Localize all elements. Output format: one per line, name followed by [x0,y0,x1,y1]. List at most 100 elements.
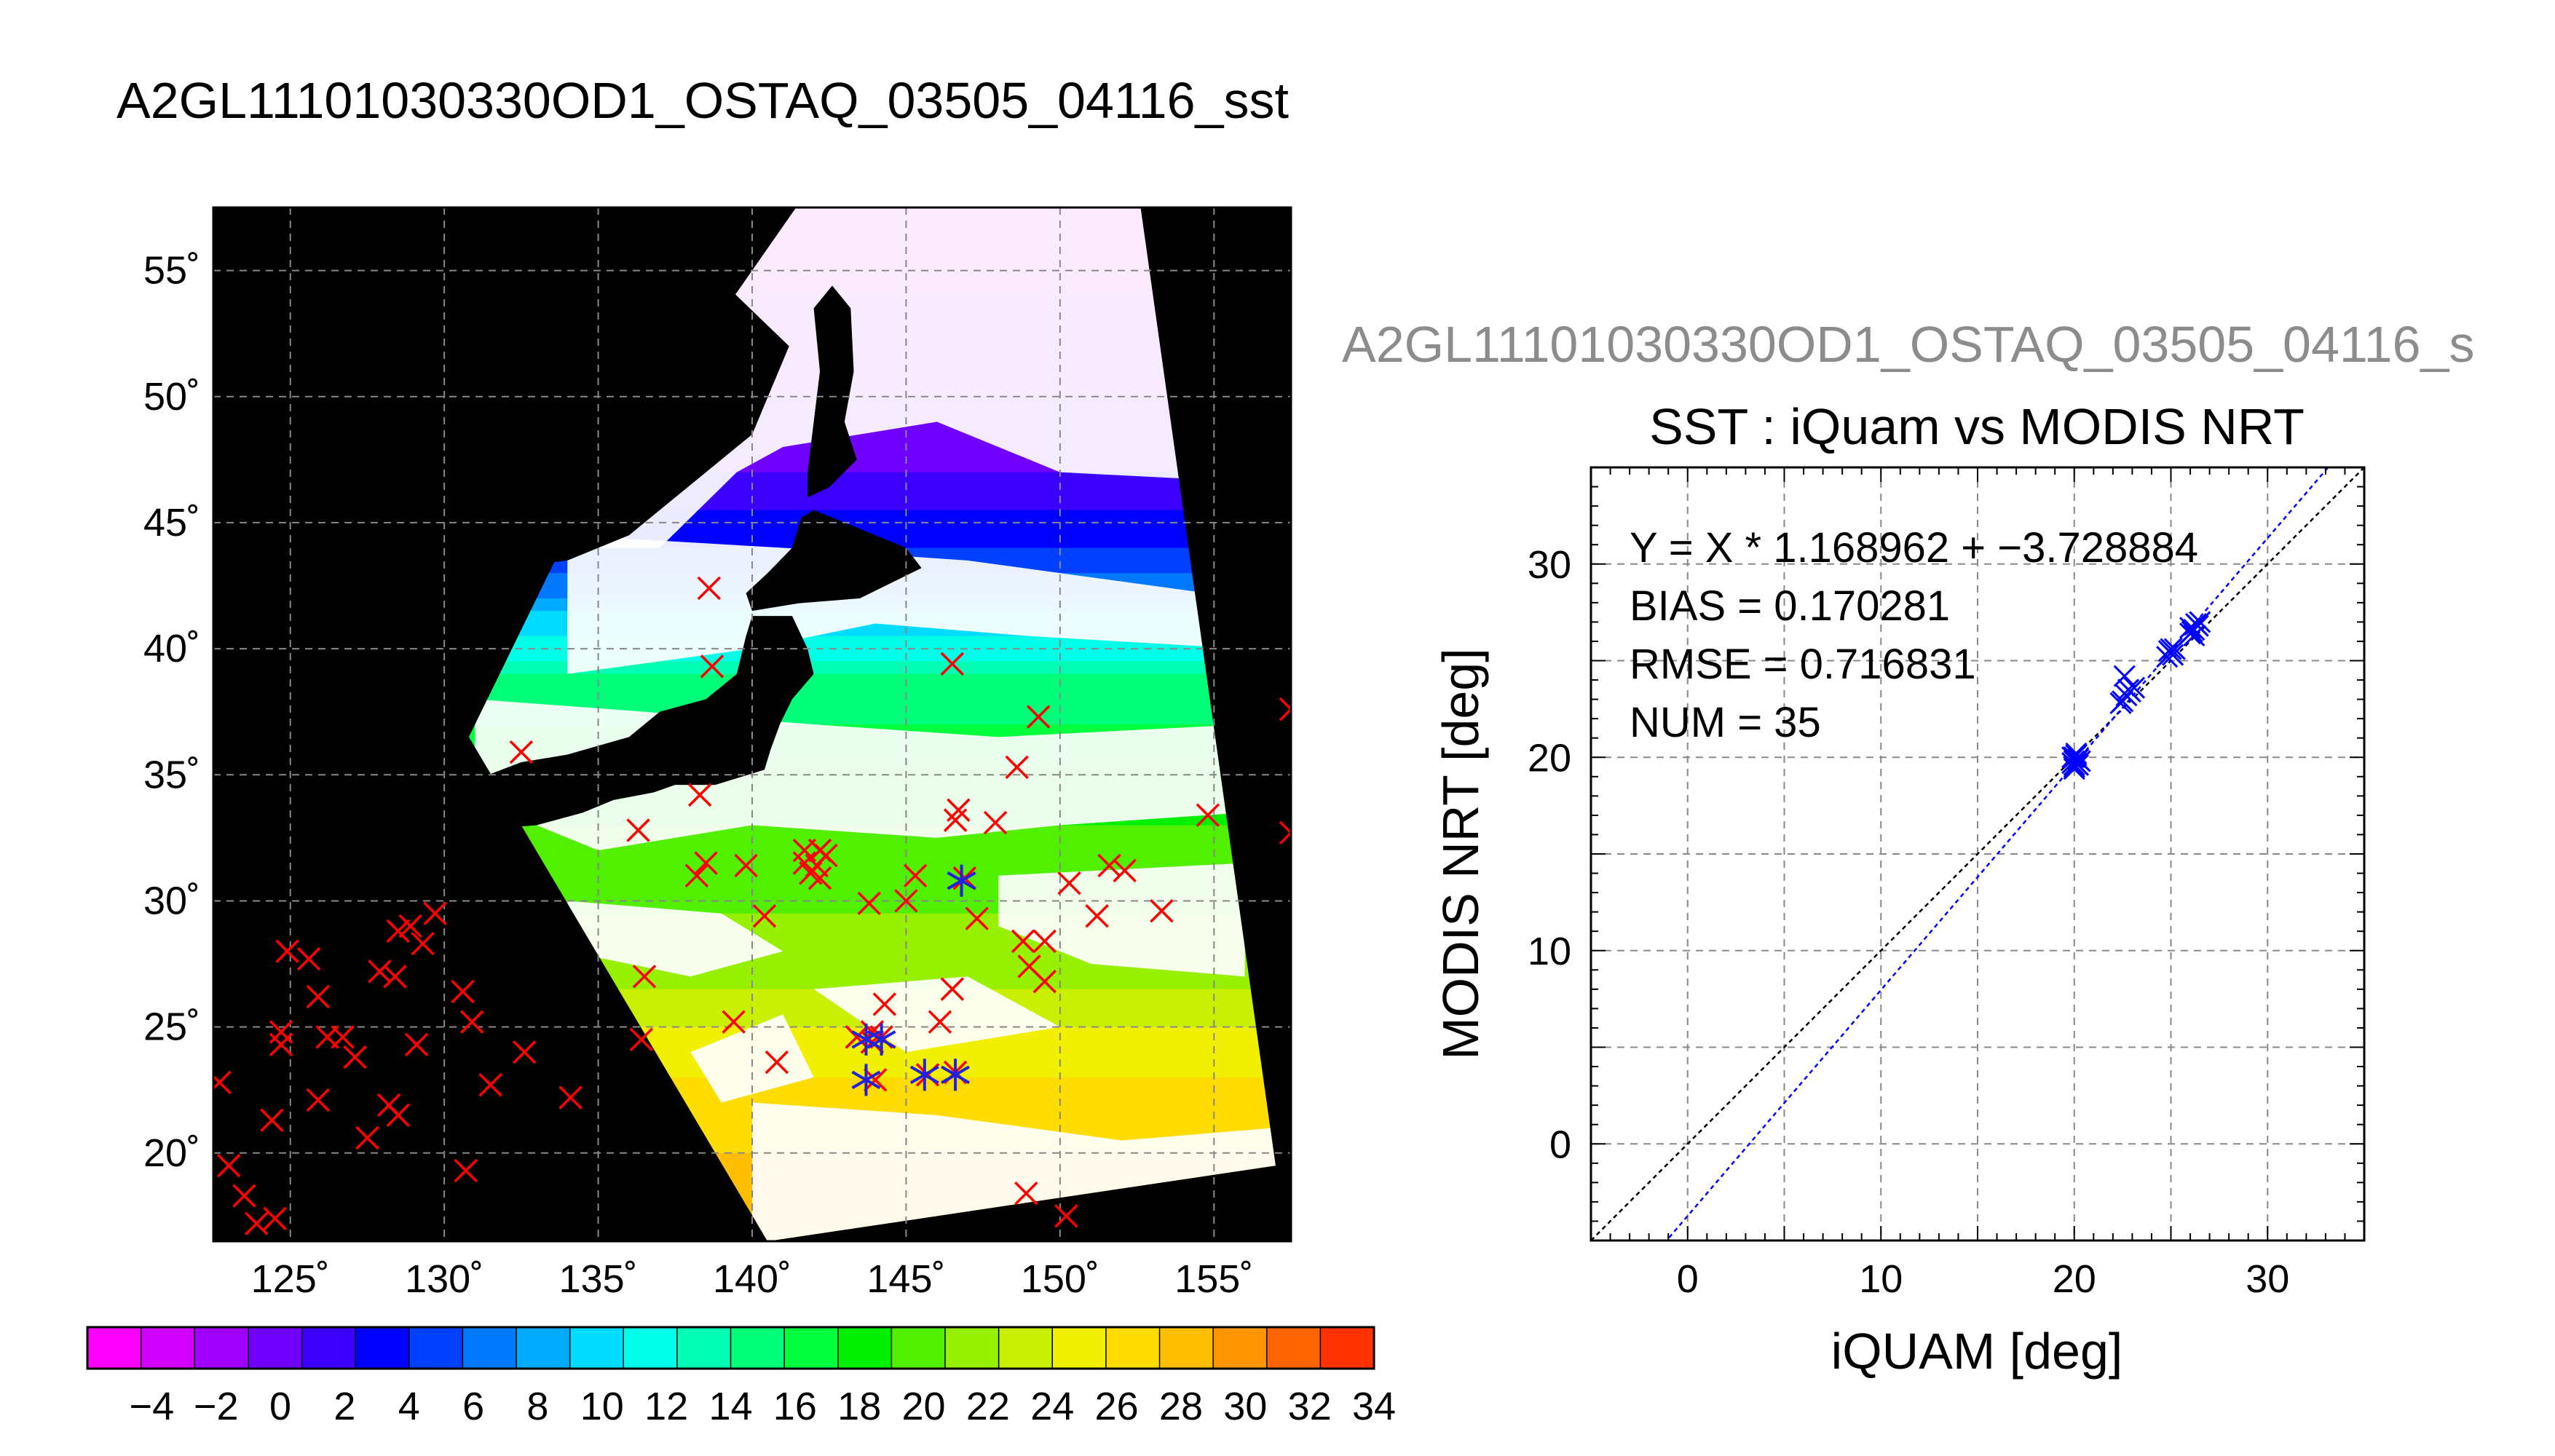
colorbar-segment [837,1327,892,1369]
match-marker [244,1211,269,1235]
match-marker [383,965,407,989]
colorbar-segment [408,1327,463,1369]
match-marker [814,843,838,868]
cloud-patch [567,901,783,977]
sst-band [213,1241,1291,1254]
modis-marker [947,864,976,897]
match-marker [263,1206,287,1231]
fit-line [1665,467,2330,1241]
scatter-point [2162,644,2184,666]
colorbar-segment [1105,1327,1160,1369]
colorbar-segment [623,1327,678,1369]
match-marker [1014,1181,1038,1206]
match-marker [398,914,422,938]
match-marker [423,901,447,925]
match-marker [411,932,435,956]
match-marker [1005,755,1029,780]
match-markers [213,576,1291,1235]
map-lon-tick-label: 130˚ [405,1257,483,1301]
match-marker [626,818,650,842]
colorbar-tick-label: 34 [1352,1385,1396,1428]
map-lat-tick-label: 35˚ [143,753,200,796]
map-axis-labels: 125˚ 130˚ 135˚ 140˚ 145˚ 150˚ 155˚ 20˚ 25˚ 30˚ 35˚… [143,249,1253,1301]
match-marker [355,1125,379,1150]
match-marker [863,1068,888,1092]
scatter-y-label: MODIS NRT [deg] [1432,648,1489,1059]
match-marker [872,992,897,1016]
scatter-title: SST : iQuam vs MODIS NRT [1649,398,2305,455]
scatter-y-tick-label: 30 [1528,543,1571,587]
match-marker [459,1010,484,1034]
match-marker [983,810,1008,835]
colorbar-tick-label: 6 [462,1385,484,1428]
scatter-point [2117,678,2140,701]
sst-band [468,850,1276,864]
scatter-x-tick-label: 10 [1859,1257,1903,1301]
match-marker [386,1103,410,1128]
match-marker [1027,705,1051,729]
match-marker [1113,858,1137,883]
map-lon-tick-label: 135˚ [559,1257,638,1301]
modis-marker [909,1059,939,1091]
match-marker [697,576,722,601]
match-marker [404,1032,429,1057]
sst-map-panel: 125˚ 130˚ 135˚ 140˚ 145˚ 150˚ 155˚ 20˚ 25˚ 30˚ 35˚… [143,206,1292,1301]
scatter-point [2181,620,2203,643]
scatter-ticks: 0 10 20 30 0 10 20 30 [1528,467,2365,1301]
match-marker [478,1073,502,1097]
colorbar-segment [1052,1327,1107,1369]
main-title: A2GL11101030330OD1_OSTAQ_03505_04116_sst [117,72,1289,129]
scatter-stats-line: BIAS = 0.170281 [1630,582,1950,630]
scatter-x-tick-label: 20 [2053,1257,2096,1301]
colorbar-tick-label: 26 [1095,1385,1139,1428]
modis-marker [851,1064,881,1096]
colorbar-segment [1159,1327,1214,1369]
map-lon-tick-label: 140˚ [713,1257,791,1301]
map-lon-tick-label: 155˚ [1174,1257,1253,1301]
sst-band [468,661,1276,675]
match-marker [684,863,709,888]
land-mass [213,207,789,788]
map-gridlines [213,207,1291,1241]
map-lat-tick-label: 30˚ [143,879,200,922]
colorbar-tick-label: 14 [708,1385,752,1428]
match-marker [275,939,299,963]
map-lon-tick-label: 150˚ [1021,1257,1099,1301]
colorbar-segment [194,1327,249,1369]
colorbar-segment [248,1327,302,1369]
match-marker [894,889,918,913]
cloud-patch [690,1014,814,1103]
scatter-point [2066,748,2090,770]
match-marker [1032,929,1057,954]
match-marker [1196,803,1220,827]
colorbar-tick-label: 30 [1223,1385,1267,1428]
match-marker [216,1153,241,1178]
match-marker [903,863,928,888]
colorbar-tick-label: 18 [837,1385,881,1428]
colorbar-tick-label: 32 [1288,1385,1332,1428]
scatter-point [2109,692,2132,714]
scatter-y-tick-label: 10 [1528,930,1571,973]
match-marker [629,1027,654,1052]
match-marker [632,965,657,989]
identity-line [1591,467,2364,1241]
scatter-point [2189,611,2211,633]
sst-band [468,687,1276,700]
match-marker [1032,970,1057,994]
map-lat-tick-label: 20˚ [143,1131,200,1175]
match-marker [1279,697,1291,721]
map-lat-tick-label: 50˚ [143,375,200,419]
scatter-point [2183,624,2205,647]
colorbar-segment [1266,1327,1321,1369]
modis-marker [941,1059,971,1091]
match-marker [213,1070,232,1095]
colorbar-frame [86,1326,1375,1370]
match-marker [232,1184,256,1208]
match-marker [1150,899,1174,923]
scatter-point [2122,676,2146,699]
colorbar-segment [676,1327,731,1369]
match-marker [1085,903,1109,928]
match-marker [752,903,777,928]
map-lon-tick-label: 145˚ [866,1257,945,1301]
